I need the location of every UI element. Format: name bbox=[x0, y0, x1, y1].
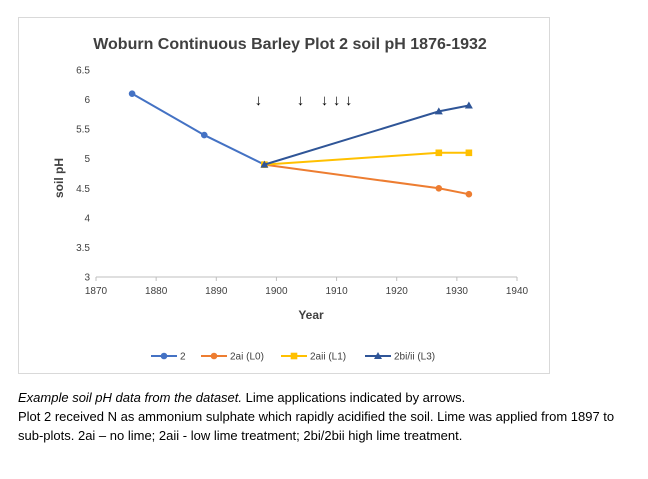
caption-line1-rest: Lime applications indicated by arrows. bbox=[242, 390, 466, 405]
figure-caption: Example soil pH data from the dataset. L… bbox=[18, 388, 638, 445]
legend-marker bbox=[290, 352, 298, 360]
series-group bbox=[128, 90, 473, 198]
x-tick-label: 1940 bbox=[506, 286, 529, 297]
series-line bbox=[131, 92, 265, 166]
data-point bbox=[200, 131, 208, 139]
series-2 bbox=[261, 149, 473, 168]
legend-item: 2ai (L0) bbox=[201, 352, 264, 363]
y-tick-label: 5.5 bbox=[76, 125, 90, 136]
x-tick-label: 1890 bbox=[205, 286, 228, 297]
y-tick-label: 4.5 bbox=[76, 184, 90, 195]
line-chart: Woburn Continuous Barley Plot 2 soil pH … bbox=[52, 36, 529, 363]
legend-label: 2ai (L0) bbox=[230, 352, 264, 363]
lime-arrows: ↓ ↓ ↓ ↓ ↓ bbox=[255, 92, 353, 109]
caption-italic: Example soil pH data from the dataset. bbox=[18, 390, 243, 405]
x-tick-label: 1900 bbox=[265, 286, 288, 297]
caption-body: Plot 2 received N as ammonium sulphate w… bbox=[18, 409, 615, 443]
lime-arrow-icon: ↓ bbox=[333, 92, 341, 109]
y-tick-label: 6.5 bbox=[76, 66, 90, 77]
legend-label: 2bi/ii (L3) bbox=[394, 352, 435, 363]
x-tick-label: 1880 bbox=[145, 286, 168, 297]
legend-marker bbox=[374, 352, 382, 359]
x-tick-label: 1910 bbox=[325, 286, 348, 297]
legend-marker bbox=[210, 352, 218, 360]
data-point bbox=[260, 160, 269, 168]
legend-label: 2aii (L1) bbox=[310, 352, 346, 363]
series-0 bbox=[128, 90, 268, 168]
lime-arrow-icon: ↓ bbox=[321, 92, 329, 109]
chart-title: Woburn Continuous Barley Plot 2 soil pH … bbox=[93, 36, 487, 53]
legend-marker bbox=[160, 352, 168, 360]
data-point bbox=[435, 184, 443, 192]
legend: 2 2ai (L0) 2aii (L1) 2bi/ii (L3) bbox=[151, 352, 435, 363]
series-3 bbox=[260, 101, 473, 168]
data-point bbox=[465, 149, 473, 157]
legend-label: 2 bbox=[180, 352, 186, 363]
data-point bbox=[435, 149, 443, 157]
data-point bbox=[434, 107, 443, 115]
lime-arrow-icon: ↓ bbox=[255, 92, 263, 109]
y-tick-label: 3.5 bbox=[76, 243, 90, 254]
data-point bbox=[465, 190, 473, 198]
data-point bbox=[464, 101, 473, 109]
legend-item: 2bi/ii (L3) bbox=[365, 352, 435, 363]
legend-item: 2 bbox=[151, 352, 186, 363]
lime-arrow-icon: ↓ bbox=[297, 92, 305, 109]
axes: 1870 1880 1890 1900 1910 1920 1930 1940 3 3.5 4 4.5… bbox=[76, 66, 528, 298]
x-axis-title: Year bbox=[298, 308, 324, 322]
y-tick-label: 3 bbox=[84, 273, 90, 284]
chart-frame: Woburn Continuous Barley Plot 2 soil pH … bbox=[18, 17, 550, 374]
y-tick-label: 6 bbox=[84, 95, 90, 106]
x-tick-label: 1870 bbox=[85, 286, 108, 297]
y-tick-label: 5 bbox=[84, 154, 90, 165]
legend-item: 2aii (L1) bbox=[281, 352, 346, 363]
y-axis-title: soil pH bbox=[52, 158, 66, 198]
x-tick-label: 1930 bbox=[446, 286, 469, 297]
y-tick-label: 4 bbox=[84, 213, 90, 224]
x-tick-label: 1920 bbox=[386, 286, 409, 297]
lime-arrow-icon: ↓ bbox=[345, 92, 353, 109]
series-1 bbox=[261, 161, 473, 198]
data-point bbox=[128, 90, 136, 97]
